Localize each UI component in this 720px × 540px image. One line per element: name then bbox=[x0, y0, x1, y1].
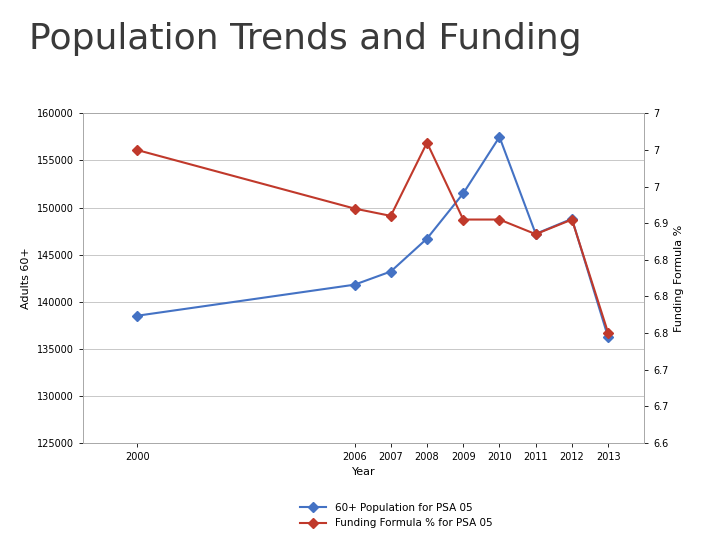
Text: Population Trends and Funding: Population Trends and Funding bbox=[29, 22, 582, 56]
Funding Formula % for PSA 05 bbox=[387, 213, 395, 219]
Funding Formula % for PSA 05 bbox=[604, 330, 613, 336]
Funding Formula % for PSA 05 bbox=[350, 205, 359, 212]
Funding Formula % for PSA 05 bbox=[495, 217, 504, 223]
Funding Formula % for PSA 05 bbox=[567, 217, 576, 223]
60+ Population for PSA 05 bbox=[531, 231, 540, 237]
60+ Population for PSA 05 bbox=[132, 313, 141, 319]
Y-axis label: Funding Formula %: Funding Formula % bbox=[675, 225, 684, 332]
X-axis label: Year: Year bbox=[352, 468, 375, 477]
Funding Formula % for PSA 05 bbox=[531, 231, 540, 238]
60+ Population for PSA 05 bbox=[423, 235, 431, 242]
Y-axis label: Adults 60+: Adults 60+ bbox=[21, 247, 31, 309]
Funding Formula % for PSA 05 bbox=[132, 147, 141, 153]
60+ Population for PSA 05 bbox=[567, 215, 576, 222]
60+ Population for PSA 05 bbox=[350, 281, 359, 288]
Line: Funding Formula % for PSA 05: Funding Formula % for PSA 05 bbox=[134, 139, 611, 336]
Funding Formula % for PSA 05 bbox=[459, 217, 467, 223]
60+ Population for PSA 05 bbox=[604, 334, 613, 341]
60+ Population for PSA 05 bbox=[495, 134, 504, 140]
60+ Population for PSA 05 bbox=[387, 268, 395, 275]
60+ Population for PSA 05 bbox=[459, 190, 467, 197]
Legend: 60+ Population for PSA 05, Funding Formula % for PSA 05: 60+ Population for PSA 05, Funding Formu… bbox=[296, 499, 497, 532]
Funding Formula % for PSA 05 bbox=[423, 139, 431, 146]
Line: 60+ Population for PSA 05: 60+ Population for PSA 05 bbox=[134, 133, 611, 341]
